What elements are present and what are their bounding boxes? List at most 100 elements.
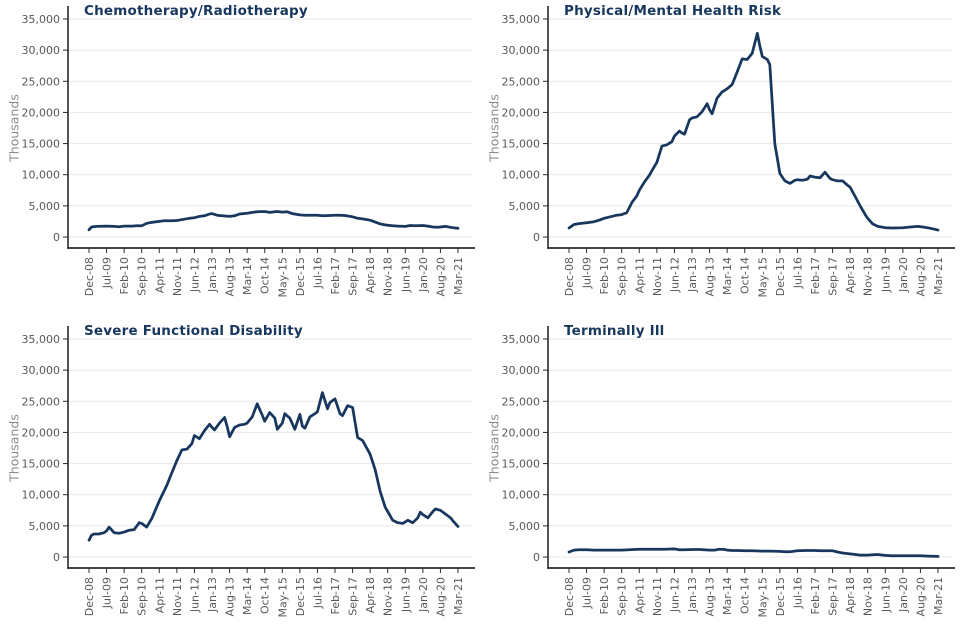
svg-text:Mar-21: Mar-21 <box>932 577 945 615</box>
svg-text:Apr-18: Apr-18 <box>844 577 857 613</box>
svg-text:Oct-14: Oct-14 <box>739 257 752 294</box>
svg-text:20,000: 20,000 <box>502 106 541 119</box>
svg-text:Jun-19: Jun-19 <box>879 257 892 293</box>
svg-text:5,000: 5,000 <box>29 520 61 533</box>
chart-panel-chemotherapy-radiotherapy: 0 5,000 10,000 15,000 20,000 25,000 30,000 35,0… <box>0 0 480 320</box>
svg-text:Feb-17: Feb-17 <box>809 257 822 294</box>
svg-text:May-15: May-15 <box>276 257 289 298</box>
svg-text:Apr-11: Apr-11 <box>153 577 166 613</box>
svg-text:Oct-14: Oct-14 <box>259 577 272 614</box>
svg-text:Jan-13: Jan-13 <box>206 577 219 613</box>
svg-text:Apr-18: Apr-18 <box>844 257 857 293</box>
svg-text:Nov-11: Nov-11 <box>171 257 184 296</box>
svg-text:30,000: 30,000 <box>22 364 61 377</box>
chart-title: Chemotherapy/Radiotherapy <box>84 3 308 19</box>
svg-text:Feb-10: Feb-10 <box>118 257 131 294</box>
severe-functional-disability-line-chart: 0 5,000 10,000 15,000 20,000 25,000 30,000 35,0… <box>22 326 475 618</box>
y-axis-unit-label: Thousands <box>6 414 22 482</box>
svg-text:Aug-20: Aug-20 <box>914 577 927 616</box>
svg-text:Jan-13: Jan-13 <box>686 257 699 293</box>
svg-text:Sep-17: Sep-17 <box>347 257 360 296</box>
svg-text:15,000: 15,000 <box>502 138 541 151</box>
svg-text:Apr-18: Apr-18 <box>364 577 377 613</box>
svg-text:Dec-08: Dec-08 <box>563 257 576 296</box>
svg-text:10,000: 10,000 <box>502 169 541 182</box>
svg-text:Jun-12: Jun-12 <box>188 577 201 613</box>
svg-text:Jul-16: Jul-16 <box>311 257 324 289</box>
svg-text:30,000: 30,000 <box>22 44 61 57</box>
svg-text:Aug-20: Aug-20 <box>434 257 447 296</box>
chart-title: Severe Functional Disability <box>84 323 303 339</box>
svg-text:Dec-08: Dec-08 <box>563 577 576 616</box>
svg-text:Oct-14: Oct-14 <box>259 257 272 294</box>
svg-text:May-15: May-15 <box>756 577 769 618</box>
svg-text:Feb-17: Feb-17 <box>329 577 342 614</box>
svg-text:Jan-20: Jan-20 <box>417 577 430 613</box>
svg-text:35,000: 35,000 <box>22 333 61 346</box>
svg-text:Aug-13: Aug-13 <box>704 257 717 296</box>
svg-text:Jan-20: Jan-20 <box>417 257 430 293</box>
svg-text:10,000: 10,000 <box>22 169 61 182</box>
svg-text:Nov-11: Nov-11 <box>171 577 184 616</box>
svg-text:0: 0 <box>533 231 540 244</box>
svg-text:Jul-09: Jul-09 <box>101 257 114 289</box>
svg-text:15,000: 15,000 <box>22 458 61 471</box>
svg-text:Nov-18: Nov-18 <box>862 577 875 616</box>
svg-text:Nov-18: Nov-18 <box>382 577 395 616</box>
svg-text:Jun-19: Jun-19 <box>399 257 412 293</box>
svg-text:Sep-10: Sep-10 <box>136 257 149 296</box>
svg-text:Mar-14: Mar-14 <box>241 257 254 295</box>
svg-text:Dec-15: Dec-15 <box>294 577 307 616</box>
svg-text:Feb-17: Feb-17 <box>329 257 342 294</box>
svg-text:30,000: 30,000 <box>502 364 541 377</box>
svg-text:Sep-10: Sep-10 <box>616 577 629 616</box>
svg-text:Sep-17: Sep-17 <box>827 577 840 616</box>
svg-text:Sep-10: Sep-10 <box>616 257 629 296</box>
svg-text:Jul-16: Jul-16 <box>311 577 324 609</box>
y-axis-unit-label: Thousands <box>6 94 22 162</box>
svg-text:Jun-12: Jun-12 <box>668 257 681 293</box>
svg-text:0: 0 <box>53 551 60 564</box>
svg-text:Aug-20: Aug-20 <box>434 577 447 616</box>
svg-text:Mar-21: Mar-21 <box>452 257 465 295</box>
svg-text:25,000: 25,000 <box>22 395 61 408</box>
svg-text:Jun-12: Jun-12 <box>668 577 681 613</box>
svg-text:Jan-13: Jan-13 <box>206 257 219 293</box>
svg-text:Jul-09: Jul-09 <box>581 257 594 289</box>
svg-text:30,000: 30,000 <box>502 44 541 57</box>
svg-text:5,000: 5,000 <box>509 200 541 213</box>
svg-text:Dec-08: Dec-08 <box>83 577 96 616</box>
svg-text:Dec-08: Dec-08 <box>83 257 96 296</box>
svg-text:20,000: 20,000 <box>22 106 61 119</box>
svg-text:35,000: 35,000 <box>502 13 541 26</box>
svg-text:25,000: 25,000 <box>22 75 61 88</box>
chart-panel-terminally-ill: 0 5,000 10,000 15,000 20,000 25,000 30,000 35,0… <box>480 320 960 640</box>
svg-text:Jul-16: Jul-16 <box>791 257 804 289</box>
svg-text:Jun-19: Jun-19 <box>879 577 892 613</box>
svg-text:Feb-10: Feb-10 <box>598 577 611 614</box>
svg-text:Aug-20: Aug-20 <box>914 257 927 296</box>
svg-text:Jun-19: Jun-19 <box>399 577 412 613</box>
svg-text:Jan-13: Jan-13 <box>686 577 699 613</box>
svg-text:10,000: 10,000 <box>502 489 541 502</box>
svg-text:Sep-17: Sep-17 <box>827 257 840 296</box>
svg-text:May-15: May-15 <box>276 577 289 618</box>
svg-text:Mar-14: Mar-14 <box>721 257 734 295</box>
svg-text:Jun-12: Jun-12 <box>188 257 201 293</box>
svg-text:25,000: 25,000 <box>502 75 541 88</box>
y-axis-unit-label: Thousands <box>486 414 502 482</box>
svg-text:20,000: 20,000 <box>502 426 541 439</box>
svg-text:Nov-18: Nov-18 <box>382 257 395 296</box>
chart-panel-severe-functional-disability: 0 5,000 10,000 15,000 20,000 25,000 30,000 35,0… <box>0 320 480 640</box>
svg-text:Aug-13: Aug-13 <box>224 257 237 296</box>
svg-text:0: 0 <box>53 231 60 244</box>
svg-text:Dec-15: Dec-15 <box>294 257 307 296</box>
svg-text:Apr-11: Apr-11 <box>153 257 166 293</box>
svg-text:15,000: 15,000 <box>502 458 541 471</box>
svg-text:20,000: 20,000 <box>22 426 61 439</box>
chart-panel-physical-mental-health-risk: 0 5,000 10,000 15,000 20,000 25,000 30,000 35,0… <box>480 0 960 320</box>
svg-text:Aug-13: Aug-13 <box>224 577 237 616</box>
svg-text:Aug-13: Aug-13 <box>704 577 717 616</box>
